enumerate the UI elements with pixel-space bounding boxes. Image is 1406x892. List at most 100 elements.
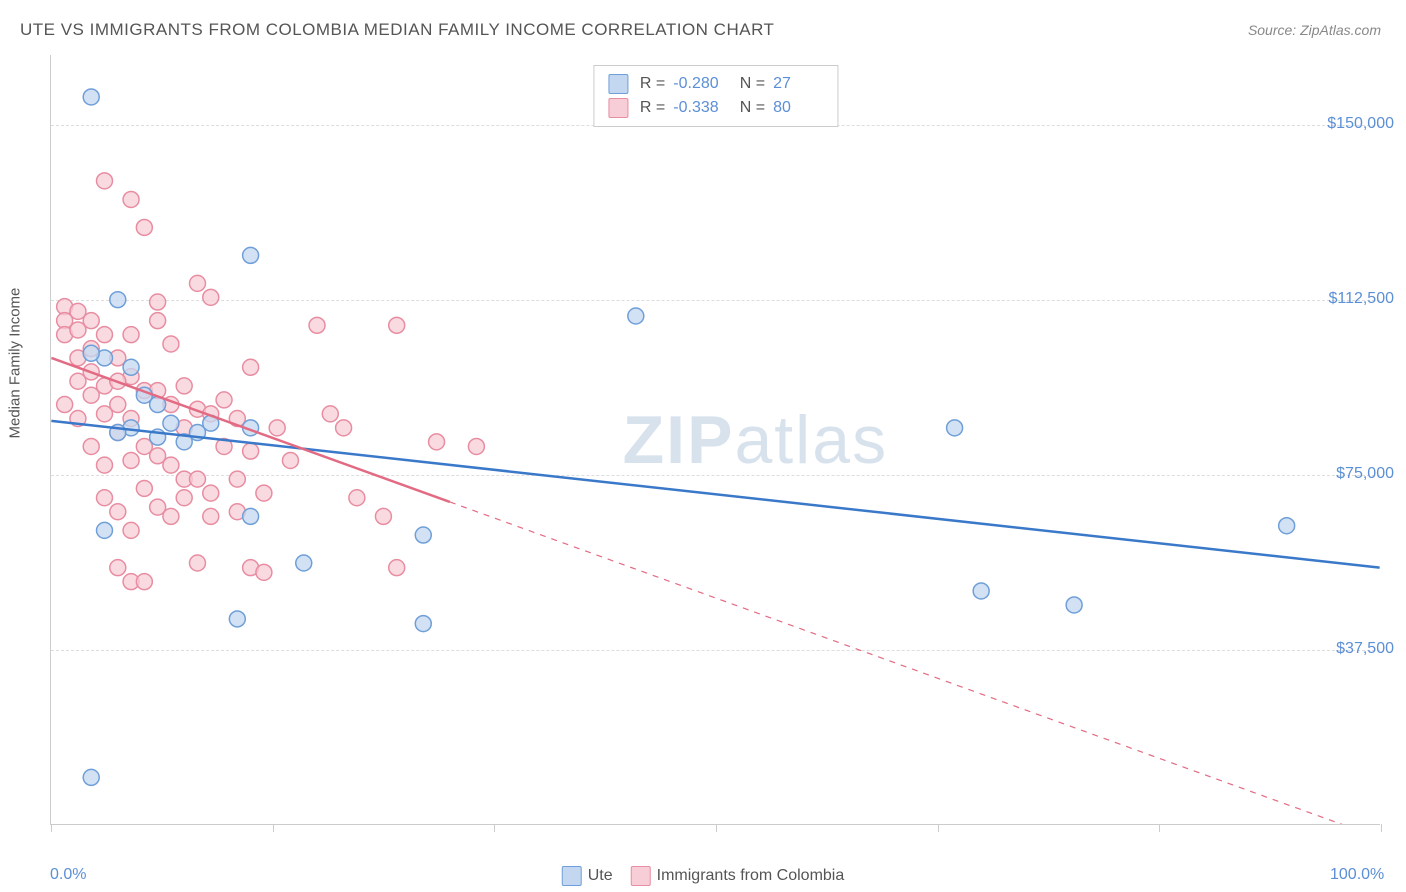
data-point: [163, 457, 179, 473]
data-point: [57, 397, 73, 413]
legend-row-colombia: R = -0.338 N = 80: [608, 96, 823, 120]
data-point: [136, 219, 152, 235]
data-point: [322, 406, 338, 422]
data-point: [309, 317, 325, 333]
n-label: N =: [735, 75, 765, 93]
r-value-ute: -0.280: [673, 75, 723, 93]
data-point: [203, 508, 219, 524]
data-point: [389, 317, 405, 333]
data-point: [1279, 518, 1295, 534]
data-point: [216, 392, 232, 408]
data-point: [110, 292, 126, 308]
x-tick: [51, 824, 52, 832]
data-point: [349, 490, 365, 506]
swatch-colombia-bottom: [631, 866, 651, 886]
data-point: [150, 294, 166, 310]
x-tick: [494, 824, 495, 832]
data-point: [97, 457, 113, 473]
data-point: [415, 616, 431, 632]
legend-item-colombia: Immigrants from Colombia: [631, 866, 845, 886]
data-point: [203, 289, 219, 305]
data-point: [256, 485, 272, 501]
plot-area: ZIPatlas R = -0.280 N = 27 R = -0.338 N …: [50, 55, 1380, 825]
data-point: [189, 275, 205, 291]
data-point: [336, 420, 352, 436]
series-legend: Ute Immigrants from Colombia: [562, 866, 845, 886]
data-point: [123, 359, 139, 375]
data-point: [150, 313, 166, 329]
r-label: R =: [640, 99, 665, 117]
r-label: R =: [640, 75, 665, 93]
trend-line-dashed: [450, 502, 1380, 824]
data-point: [97, 522, 113, 538]
data-point: [83, 89, 99, 105]
data-point: [269, 420, 285, 436]
x-tick: [938, 824, 939, 832]
data-point: [229, 471, 245, 487]
legend-label-colombia: Immigrants from Colombia: [657, 867, 845, 885]
data-point: [1066, 597, 1082, 613]
data-point: [256, 564, 272, 580]
data-point: [375, 508, 391, 524]
x-tick: [1159, 824, 1160, 832]
data-point: [243, 443, 259, 459]
data-point: [947, 420, 963, 436]
data-point: [136, 574, 152, 590]
y-axis-label: Median Family Income: [7, 288, 24, 439]
x-tick: [716, 824, 717, 832]
data-point: [282, 452, 298, 468]
data-point: [97, 173, 113, 189]
data-point: [176, 490, 192, 506]
data-point: [628, 308, 644, 324]
x-tick: [1381, 824, 1382, 832]
scatter-svg: [51, 55, 1380, 824]
data-point: [83, 769, 99, 785]
correlation-legend: R = -0.280 N = 27 R = -0.338 N = 80: [593, 65, 838, 127]
data-point: [110, 560, 126, 576]
data-point: [110, 397, 126, 413]
data-point: [176, 378, 192, 394]
legend-item-ute: Ute: [562, 866, 613, 886]
swatch-colombia: [608, 98, 628, 118]
data-point: [83, 313, 99, 329]
legend-label-ute: Ute: [588, 867, 613, 885]
data-point: [136, 480, 152, 496]
data-point: [243, 247, 259, 263]
data-point: [97, 327, 113, 343]
data-point: [110, 504, 126, 520]
source-attribution: Source: ZipAtlas.com: [1248, 22, 1381, 38]
x-tick: [273, 824, 274, 832]
swatch-ute-bottom: [562, 866, 582, 886]
chart-title: UTE VS IMMIGRANTS FROM COLOMBIA MEDIAN F…: [20, 20, 774, 40]
data-point: [229, 611, 245, 627]
data-point: [83, 345, 99, 361]
x-tick-label: 100.0%: [1330, 866, 1384, 884]
swatch-ute: [608, 74, 628, 94]
data-point: [123, 327, 139, 343]
data-point: [189, 555, 205, 571]
data-point: [243, 359, 259, 375]
r-value-colombia: -0.338: [673, 99, 723, 117]
data-point: [123, 191, 139, 207]
chart-container: UTE VS IMMIGRANTS FROM COLOMBIA MEDIAN F…: [0, 0, 1406, 892]
legend-row-ute: R = -0.280 N = 27: [608, 72, 823, 96]
data-point: [973, 583, 989, 599]
data-point: [163, 336, 179, 352]
x-tick-label: 0.0%: [50, 866, 86, 884]
data-point: [123, 522, 139, 538]
data-point: [189, 471, 205, 487]
n-label: N =: [735, 99, 765, 117]
data-point: [83, 439, 99, 455]
data-point: [123, 452, 139, 468]
data-point: [163, 508, 179, 524]
data-point: [415, 527, 431, 543]
trend-line: [51, 421, 1379, 568]
n-value-ute: 27: [773, 75, 823, 93]
data-point: [296, 555, 312, 571]
data-point: [429, 434, 445, 450]
data-point: [468, 439, 484, 455]
data-point: [203, 485, 219, 501]
data-point: [163, 415, 179, 431]
n-value-colombia: 80: [773, 99, 823, 117]
data-point: [243, 508, 259, 524]
